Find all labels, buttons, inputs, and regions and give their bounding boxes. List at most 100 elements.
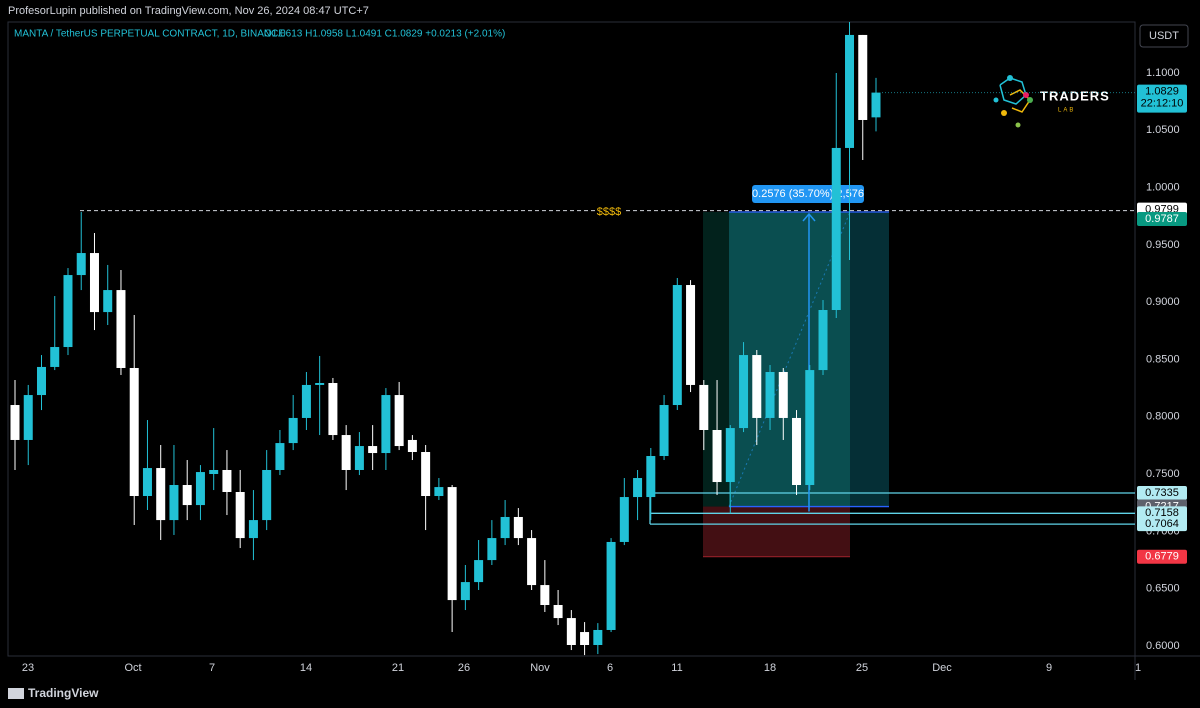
x-tick-label: 25 [856, 662, 868, 674]
candle-body [328, 383, 338, 436]
candle-body [871, 92, 881, 118]
candle-body [116, 290, 126, 368]
candle-body [513, 516, 523, 539]
candle-body [686, 285, 696, 385]
candle-body [527, 538, 537, 586]
y-tick-label: 0.6000 [1146, 640, 1180, 652]
candle-body [89, 253, 99, 313]
ohlc: O1.0613 H1.0958 L1.0491 C1.0829 +0.0213 … [264, 29, 505, 40]
last-price-badge [1137, 84, 1187, 113]
candle-body [275, 443, 285, 470]
price-badge [1137, 517, 1187, 532]
candle-body [646, 456, 656, 498]
stop-zone [703, 506, 850, 557]
candle-body [553, 605, 563, 619]
candle-body [619, 497, 629, 542]
candle-body [792, 417, 802, 486]
x-tick-label: 14 [300, 662, 312, 674]
y-tick-label: 0.6500 [1146, 583, 1180, 595]
candle-body [63, 275, 73, 348]
candle-body [23, 395, 33, 440]
candle-body [381, 395, 391, 454]
x-tick-label: 7 [209, 662, 215, 674]
candle-body [580, 632, 590, 645]
candle-body [195, 472, 205, 506]
y-tick-label: 0.7500 [1146, 468, 1180, 480]
x-tick-label: Nov [530, 662, 550, 674]
currency-button[interactable] [1139, 24, 1189, 48]
candle-body [752, 355, 762, 418]
candle-body [36, 366, 46, 396]
logo: TRADERS LAB [993, 75, 1109, 128]
x-tick-label: 1 [1135, 662, 1141, 674]
candle-body [831, 147, 841, 311]
footer-brand: TradingView [28, 686, 99, 700]
candle-body [805, 370, 815, 486]
candle-body [699, 384, 709, 430]
price-badge-label: 0.7158 [1145, 507, 1179, 519]
candle-body [222, 469, 232, 492]
x-tick-label: 11 [671, 662, 682, 674]
y-tick-label: 0.9000 [1146, 296, 1180, 308]
candle-body [142, 468, 152, 497]
candle-body [460, 582, 470, 601]
target-note: $$$$ [597, 206, 621, 218]
y-tick-label: 1.0500 [1146, 124, 1180, 136]
candle-body [778, 372, 788, 418]
x-tick-label: Dec [932, 662, 952, 674]
measure-label: 0.2576 (35.70%) 2,576 [752, 188, 864, 200]
candle-body [434, 487, 444, 497]
x-tick-label: 6 [607, 662, 613, 674]
candle-body [725, 428, 735, 483]
footer: TradingView [8, 686, 99, 700]
candle-body [566, 618, 576, 645]
price-badge-label: 0.7335 [1145, 487, 1179, 499]
x-tick-label: 23 [22, 662, 34, 674]
candle-body [129, 367, 139, 497]
candle-body [487, 538, 497, 561]
candle-body [103, 290, 113, 313]
x-tick-label: 26 [458, 662, 470, 674]
stop-shade [850, 212, 889, 507]
candle-body [354, 446, 364, 470]
price-badge [1137, 212, 1187, 227]
candle-body [593, 629, 603, 645]
candle-body [407, 439, 417, 453]
countdown: 22:12:10 [1141, 98, 1184, 110]
x-tick-label: 9 [1046, 662, 1052, 674]
price-badge [1137, 486, 1187, 501]
candle-body [248, 520, 258, 539]
measure-diagonal [728, 211, 851, 507]
candle-body [50, 347, 60, 367]
y-tick-label: 0.8500 [1146, 353, 1180, 365]
candle-body [765, 372, 775, 418]
x-tick-label: 18 [764, 662, 776, 674]
candle-body [341, 435, 351, 470]
price-badge [1137, 549, 1187, 564]
y-tick-label: 1.1000 [1146, 67, 1180, 79]
candle-body [421, 452, 431, 497]
plot: 0.60000.65000.70000.75000.80000.85000.90… [10, 22, 1187, 674]
candle-body [368, 446, 378, 454]
note-bg [595, 206, 623, 219]
candle-body [315, 383, 325, 385]
measure-arrowhead [802, 212, 816, 222]
candle-body [262, 469, 272, 521]
x-tick-label: Oct [124, 662, 141, 674]
candle-body [182, 485, 192, 506]
candle-body [76, 253, 86, 276]
currency[interactable]: USDT [1149, 30, 1179, 42]
candle-body [288, 417, 298, 444]
candle-body [500, 516, 510, 539]
candle-body [394, 395, 404, 447]
last-price-label: 1.0829 [1145, 86, 1179, 98]
candle-body [235, 491, 245, 539]
y-tick-label: 0.9500 [1146, 239, 1180, 251]
candle-body [10, 405, 20, 440]
candle-body [633, 478, 643, 498]
candle-body [818, 310, 828, 371]
y-tick-label: 1.0000 [1146, 182, 1180, 194]
